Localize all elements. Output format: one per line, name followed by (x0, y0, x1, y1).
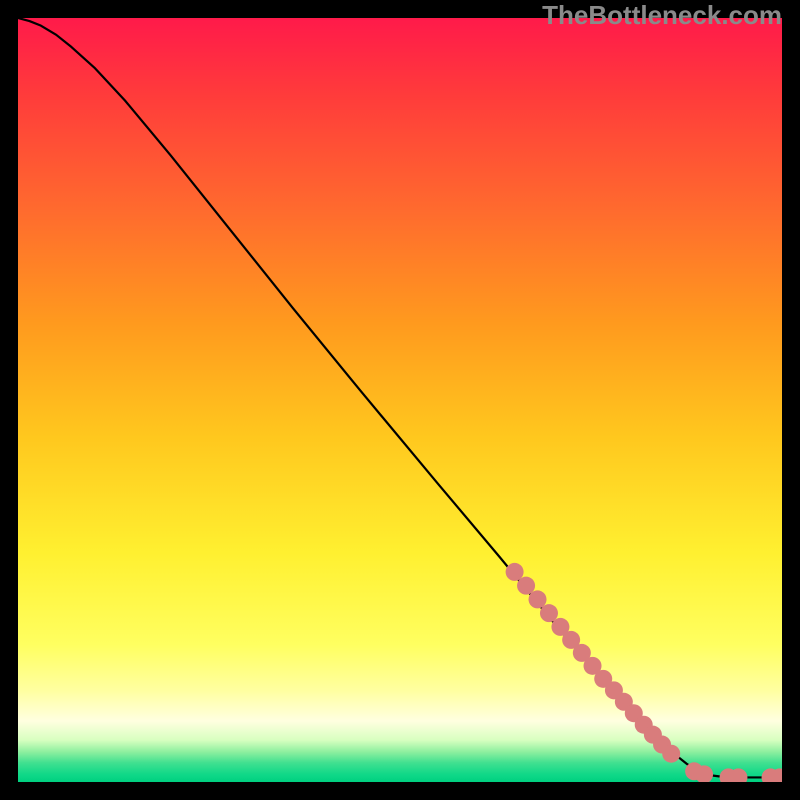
data-marker (662, 745, 680, 763)
data-marker (506, 563, 524, 581)
data-marker (529, 590, 547, 608)
gradient-background (18, 18, 782, 782)
watermark-text: TheBottleneck.com (542, 0, 782, 31)
bottleneck-chart (18, 18, 782, 782)
data-marker (517, 577, 535, 595)
data-marker (540, 604, 558, 622)
